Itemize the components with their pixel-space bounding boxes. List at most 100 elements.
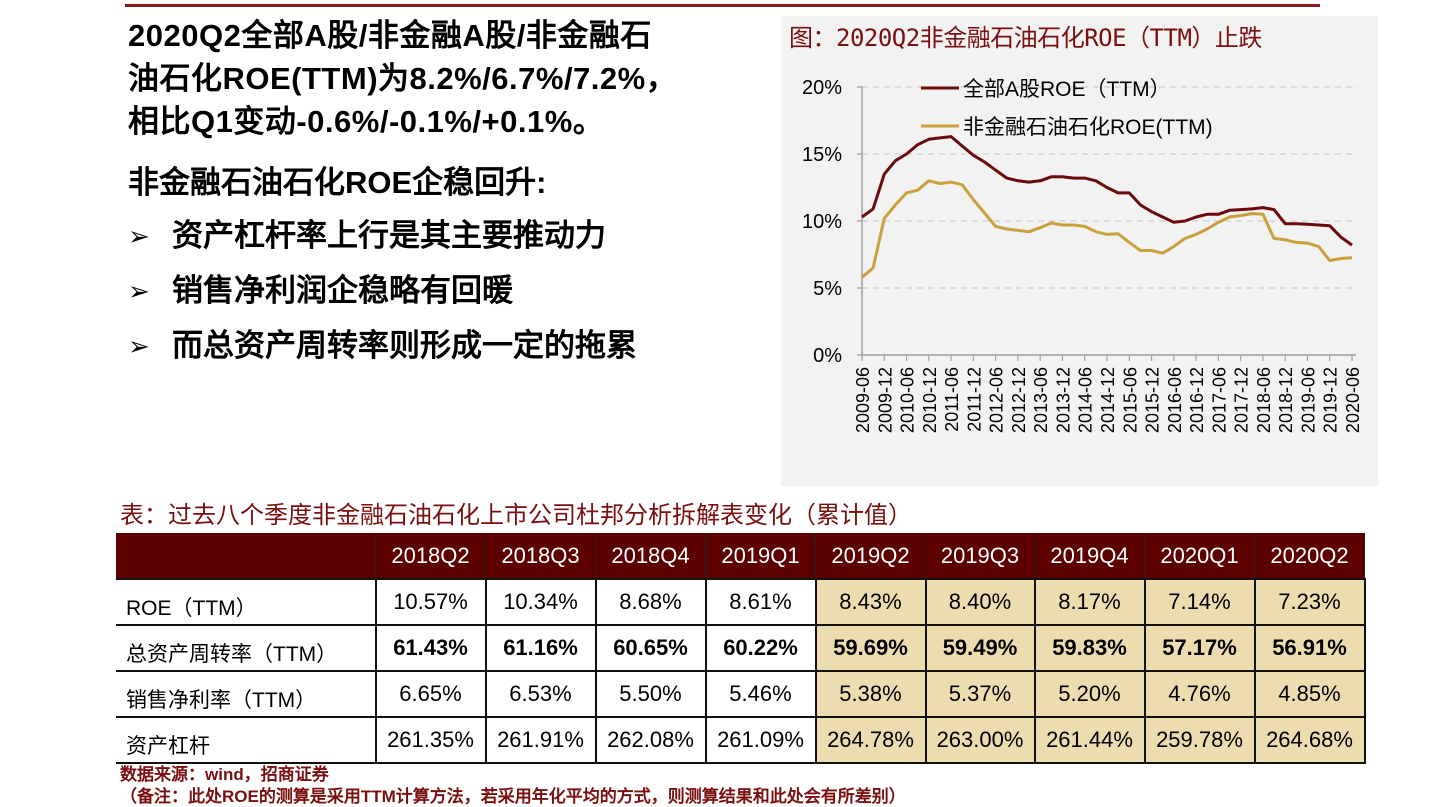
table-row: 销售净利率（TTM） 6.65% 6.53% 5.50% 5.46% 5.38% 5.37%… xyxy=(116,670,1366,718)
column-header: 2018Q4 xyxy=(595,533,706,579)
legend-label: 非金融石油石化ROE(TTM) xyxy=(963,116,1213,139)
table-cell: 59.83% xyxy=(1033,624,1146,672)
x-tick-label: 2013-06 xyxy=(1031,367,1051,433)
x-tick-label: 2019-06 xyxy=(1298,367,1318,433)
y-tick-label: 15% xyxy=(802,144,842,166)
table-row: ROE（TTM） 10.57% 10.34% 8.68% 8.61% 8.43% 8.40%… xyxy=(116,578,1366,626)
bullet-item: ➢ 而总资产周转率则形成一定的拖累 xyxy=(128,318,637,373)
x-tick-label: 2011-12 xyxy=(964,367,984,432)
y-tick-label: 20% xyxy=(802,77,842,99)
table-cell: 5.37% xyxy=(924,670,1036,718)
table-caption: 表：过去八个季度非金融石油石化上市公司杜邦分析拆解表变化（累计值） xyxy=(120,502,912,529)
x-tick-label: 2009-12 xyxy=(875,367,895,433)
row-label: 总资产周转率（TTM） xyxy=(116,624,377,672)
x-tick-label: 2017-12 xyxy=(1232,367,1252,433)
table-cell: 4.85% xyxy=(1253,670,1366,718)
table-cell: 8.17% xyxy=(1033,578,1146,626)
data-source: 数据来源：wind，招商证券 xyxy=(120,765,329,784)
headline-line-1: 2020Q2全部A股/非金融A股/非金融石 xyxy=(128,18,652,53)
bullet-item: ➢ 资产杠杆率上行是其主要推动力 xyxy=(128,208,637,263)
table-row: 总资产周转率（TTM） 61.43% 61.16% 60.65% 60.22% 59.69… xyxy=(116,624,1366,672)
table-cell: 261.44% xyxy=(1033,716,1146,764)
x-tick-label: 2014-06 xyxy=(1076,367,1096,433)
x-tick-label: 2013-12 xyxy=(1053,367,1073,433)
headline-line-2: 油石化ROE(TTM)为8.2%/6.7%/7.2%， xyxy=(128,61,678,96)
x-tick-label: 2017-06 xyxy=(1209,367,1229,433)
roe-line-chart: 0% 5% 10% 15% 20% 2009-06 2009-12 2010-06 2010-1… xyxy=(802,77,1363,433)
table-cell: 8.68% xyxy=(594,578,707,626)
table-cell: 61.43% xyxy=(374,624,487,672)
table-cell: 264.78% xyxy=(814,716,927,764)
table-cell: 5.20% xyxy=(1033,670,1146,718)
column-header: 2019Q1 xyxy=(705,533,816,579)
roe-chart-panel: 图：2020Q2非金融石油石化ROE（TTM）止跌 0% 5% 10% 15% 20% 2… xyxy=(781,16,1378,486)
x-tick-label: 2019-12 xyxy=(1321,367,1341,433)
headline-line-3: 相比Q1变动-0.6%/-0.1%/+0.1%。 xyxy=(128,104,605,139)
x-tick-label: 2018-12 xyxy=(1276,367,1296,433)
column-header: 2019Q4 xyxy=(1034,533,1145,579)
arrowhead-bullet-icon: ➢ xyxy=(128,275,150,306)
x-tick-label: 2010-12 xyxy=(920,367,940,433)
bullet-text: 资产杠杆率上行是其主要推动力 xyxy=(172,217,606,253)
table-cell: 60.65% xyxy=(594,624,707,672)
column-header: 2018Q3 xyxy=(485,533,596,579)
arrowhead-bullet-icon: ➢ xyxy=(128,220,150,251)
column-header: 2020Q1 xyxy=(1144,533,1255,579)
table-cell: 4.76% xyxy=(1143,670,1256,718)
column-header: 2019Q3 xyxy=(925,533,1035,579)
x-tick-label: 2015-06 xyxy=(1120,367,1140,433)
table-cell: 263.00% xyxy=(924,716,1036,764)
row-label: 资产杠杆 xyxy=(116,716,377,764)
table-cell: 261.91% xyxy=(484,716,597,764)
table-cell: 261.09% xyxy=(704,716,817,764)
x-tick-label: 2016-12 xyxy=(1187,367,1207,433)
legend-label: 全部A股ROE（TTM） xyxy=(963,78,1171,101)
table-cell: 59.69% xyxy=(814,624,927,672)
headline: 2020Q2全部A股/非金融A股/非金融石 油石化ROE(TTM)为8.2%/6… xyxy=(128,14,768,143)
table-cell: 8.61% xyxy=(704,578,817,626)
table-cell: 5.50% xyxy=(594,670,707,718)
x-tick-label: 2016-06 xyxy=(1165,367,1185,433)
table-cell: 59.49% xyxy=(924,624,1036,672)
table-cell: 6.53% xyxy=(484,670,597,718)
column-header: 2019Q2 xyxy=(815,533,926,579)
top-divider xyxy=(125,4,1320,7)
table-cell: 7.14% xyxy=(1143,578,1256,626)
table-header-row: 2018Q2 2018Q3 2018Q4 2019Q1 2019Q2 2019Q3 2019… xyxy=(116,533,1365,579)
table-cell: 61.16% xyxy=(484,624,597,672)
x-tick-label: 2012-06 xyxy=(987,367,1007,433)
series-line-nonfin-ex-petro xyxy=(861,179,1353,279)
dupont-table: 2018Q2 2018Q3 2018Q4 2019Q1 2019Q2 2019Q3 2019… xyxy=(116,533,1366,764)
chart-title: 图：2020Q2非金融石油石化ROE（TTM）止跌 xyxy=(789,24,1262,52)
bullet-item: ➢ 销售净利润企稳略有回暖 xyxy=(128,263,637,318)
column-header: 2020Q2 xyxy=(1254,533,1365,579)
x-tick-label: 2010-06 xyxy=(898,367,918,433)
bullet-list: ➢ 资产杠杆率上行是其主要推动力 ➢ 销售净利润企稳略有回暖 ➢ 而总资产周转率… xyxy=(128,208,637,373)
x-tick-label: 2014-12 xyxy=(1098,367,1118,433)
series-line-all-a-share xyxy=(861,135,1353,247)
x-tick-label: 2011-06 xyxy=(942,367,962,432)
table-cell: 56.91% xyxy=(1253,624,1366,672)
x-tick-label: 2009-06 xyxy=(853,367,873,433)
table-cell: 10.57% xyxy=(374,578,487,626)
table-cell: 8.40% xyxy=(924,578,1036,626)
table-cell: 264.68% xyxy=(1253,716,1366,764)
footnote: （备注：此处ROE的测算是采用TTM计算方法，若采用年化平均的方式，则测算结果和… xyxy=(120,787,906,806)
table-cell: 7.23% xyxy=(1253,578,1366,626)
row-label: 销售净利率（TTM） xyxy=(116,670,377,718)
table-cell: 261.35% xyxy=(374,716,487,764)
table-cell: 259.78% xyxy=(1143,716,1256,764)
table-row: 资产杠杆 261.35% 261.91% 262.08% 261.09% 264.78% 2… xyxy=(116,716,1366,764)
table-cell: 8.43% xyxy=(814,578,927,626)
column-header: 2018Q2 xyxy=(375,533,486,579)
x-tick-label: 2015-12 xyxy=(1143,367,1163,433)
bullet-text: 而总资产周转率则形成一定的拖累 xyxy=(172,327,637,363)
table-cell: 5.46% xyxy=(704,670,817,718)
row-label: ROE（TTM） xyxy=(116,578,377,626)
x-tick-label: 2020-06 xyxy=(1343,367,1363,433)
x-tick-label: 2018-06 xyxy=(1254,367,1274,433)
x-tick-label: 2012-12 xyxy=(1009,367,1029,433)
y-tick-label: 10% xyxy=(802,211,842,233)
y-tick-label: 0% xyxy=(813,345,842,367)
table-cell: 57.17% xyxy=(1143,624,1256,672)
